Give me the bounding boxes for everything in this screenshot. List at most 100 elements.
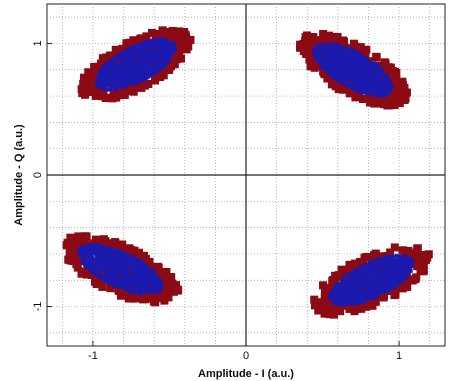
inner-point [381,80,385,84]
inner-point [373,280,377,284]
inner-point [398,275,402,279]
inner-point [357,298,361,302]
inner-point [374,68,378,73]
inner-point [168,48,172,52]
inner-point [168,58,172,62]
inner-point [120,85,124,90]
inner-point [103,83,107,88]
inner-point [167,45,172,50]
outer-point [147,263,156,272]
inner-point [155,279,159,283]
inner-point [387,259,391,263]
outer-point [370,251,379,260]
outer-point [327,34,336,43]
inner-point [380,258,384,262]
inner-point [323,48,328,52]
inner-point [128,55,133,60]
inner-point [127,66,131,70]
outer-point [106,284,115,293]
inner-point [96,85,100,89]
inner-point [111,247,115,251]
inner-point [382,267,386,271]
inner-point [84,255,88,259]
inner-point [146,277,150,281]
inner-point [391,285,395,289]
inner-point [115,261,120,265]
inner-point [350,53,354,57]
outer-point [177,41,186,50]
inner-point [368,270,372,275]
inner-point [143,279,147,283]
inner-point [118,258,122,262]
inner-point [132,255,136,259]
inner-point [350,69,354,73]
outer-point [357,304,366,313]
inner-point [106,281,111,285]
inner-point [92,271,96,275]
inner-point [162,51,166,56]
outer-point [412,273,421,282]
inner-point [139,50,144,54]
inner-point [342,75,346,79]
inner-point [350,72,354,76]
inner-point [334,58,338,62]
inner-point [401,262,405,266]
inner-point [357,68,361,72]
inner-point [356,278,360,282]
y-tick-label: 0 [32,172,44,178]
inner-point [133,48,137,52]
inner-point [116,266,120,271]
inner-point [403,256,407,260]
inner-point [103,77,107,81]
inner-point [111,64,116,68]
inner-point [352,59,356,63]
inner-point [364,292,368,297]
inner-point [381,261,385,265]
inner-point [338,298,342,303]
inner-point [104,272,108,276]
inner-point [137,290,141,294]
inner-point [153,288,157,292]
y-tick-label: 1 [32,40,44,46]
outer-point [310,63,319,72]
inner-point [136,76,140,80]
y-axis-label: Amplitude - Q (a.u.) [13,124,25,226]
inner-point [342,63,346,67]
inner-point [353,277,357,281]
inner-point [162,55,166,59]
inner-point [371,281,375,285]
inner-point [169,42,174,46]
inner-point [84,257,88,261]
inner-point [366,290,370,295]
inner-point [110,67,114,71]
inner-point [131,82,135,86]
inner-point [364,287,368,291]
inner-point [152,72,156,76]
inner-point [385,256,390,261]
inner-point [404,275,408,280]
inner-point [355,74,359,78]
inner-point [375,289,380,293]
inner-point [121,259,125,263]
inner-point [364,63,368,67]
outer-point [109,88,118,97]
inner-point [139,259,143,264]
inner-point [356,87,360,91]
outer-point [320,293,329,302]
inner-point [366,280,370,284]
inner-point [339,61,344,66]
outer-point [336,307,345,316]
inner-point [121,55,125,59]
inner-point [123,278,127,282]
inner-point [104,62,108,66]
inner-point [153,273,157,277]
outer-point [349,39,358,48]
inner-point [130,76,134,80]
inner-point [105,269,110,273]
inner-point [142,53,146,57]
inner-point [362,297,366,301]
inner-point [361,79,365,84]
inner-point [84,250,89,254]
inner-point [342,56,346,60]
inner-point [389,84,394,88]
